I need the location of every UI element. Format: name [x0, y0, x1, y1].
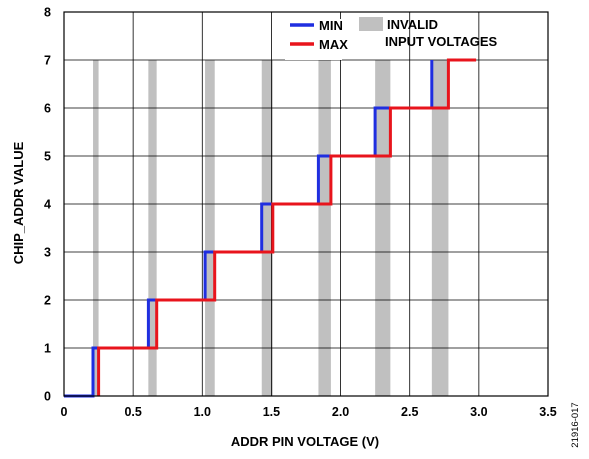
x-tick-labels: 0 0.5 1.0 1.5 2.0 2.5 3.0 3.5 — [61, 405, 557, 419]
series-lines — [64, 58, 477, 398]
legend: MIN MAX INVALID INPUT VOLTAGES — [285, 17, 498, 60]
legend-min-label: MIN — [319, 18, 343, 33]
invalid-band-3 — [261, 60, 273, 396]
y-tick-8: 8 — [44, 6, 51, 20]
invalid-band-5 — [375, 60, 391, 396]
legend-max-label: MAX — [319, 37, 348, 52]
y-tick-0: 0 — [44, 390, 51, 404]
legend-invalid-swatch — [359, 17, 383, 31]
y-tick-4: 4 — [44, 198, 51, 212]
x-tick-4: 2.0 — [332, 405, 349, 419]
invalid-band-1 — [148, 60, 157, 396]
y-tick-5: 5 — [44, 150, 51, 164]
figure-id: 21916-017 — [570, 402, 581, 447]
y-tick-labels: 0 1 2 3 4 5 6 7 8 — [44, 6, 51, 404]
x-tick-2: 1.0 — [194, 405, 211, 419]
x-tick-6: 3.0 — [470, 405, 487, 419]
plot-frame — [63, 11, 549, 397]
x-tick-3: 1.5 — [263, 405, 280, 419]
x-tick-0: 0 — [61, 405, 68, 419]
y-tick-6: 6 — [44, 102, 51, 116]
x-tick-5: 2.5 — [401, 405, 418, 419]
y-tick-1: 1 — [44, 342, 51, 356]
y-axis-title: CHIP_ADDR VALUE — [11, 141, 26, 264]
legend-invalid-label-2: INPUT VOLTAGES — [385, 34, 498, 49]
y-tick-2: 2 — [44, 294, 51, 308]
invalid-band-4 — [318, 60, 331, 396]
invalid-band-6 — [431, 60, 449, 396]
invalid-band-0 — [93, 60, 99, 396]
x-axis-title: ADDR PIN VOLTAGE (V) — [231, 434, 379, 449]
x-tick-7: 3.5 — [539, 405, 556, 419]
x-tick-1: 0.5 — [124, 405, 141, 419]
series-max-line — [97, 58, 477, 396]
y-tick-3: 3 — [44, 246, 51, 260]
legend-invalid-label-1: INVALID — [387, 17, 438, 32]
invalid-band-2 — [205, 60, 215, 396]
invalid-bands — [93, 60, 449, 396]
y-tick-7: 7 — [44, 54, 51, 68]
